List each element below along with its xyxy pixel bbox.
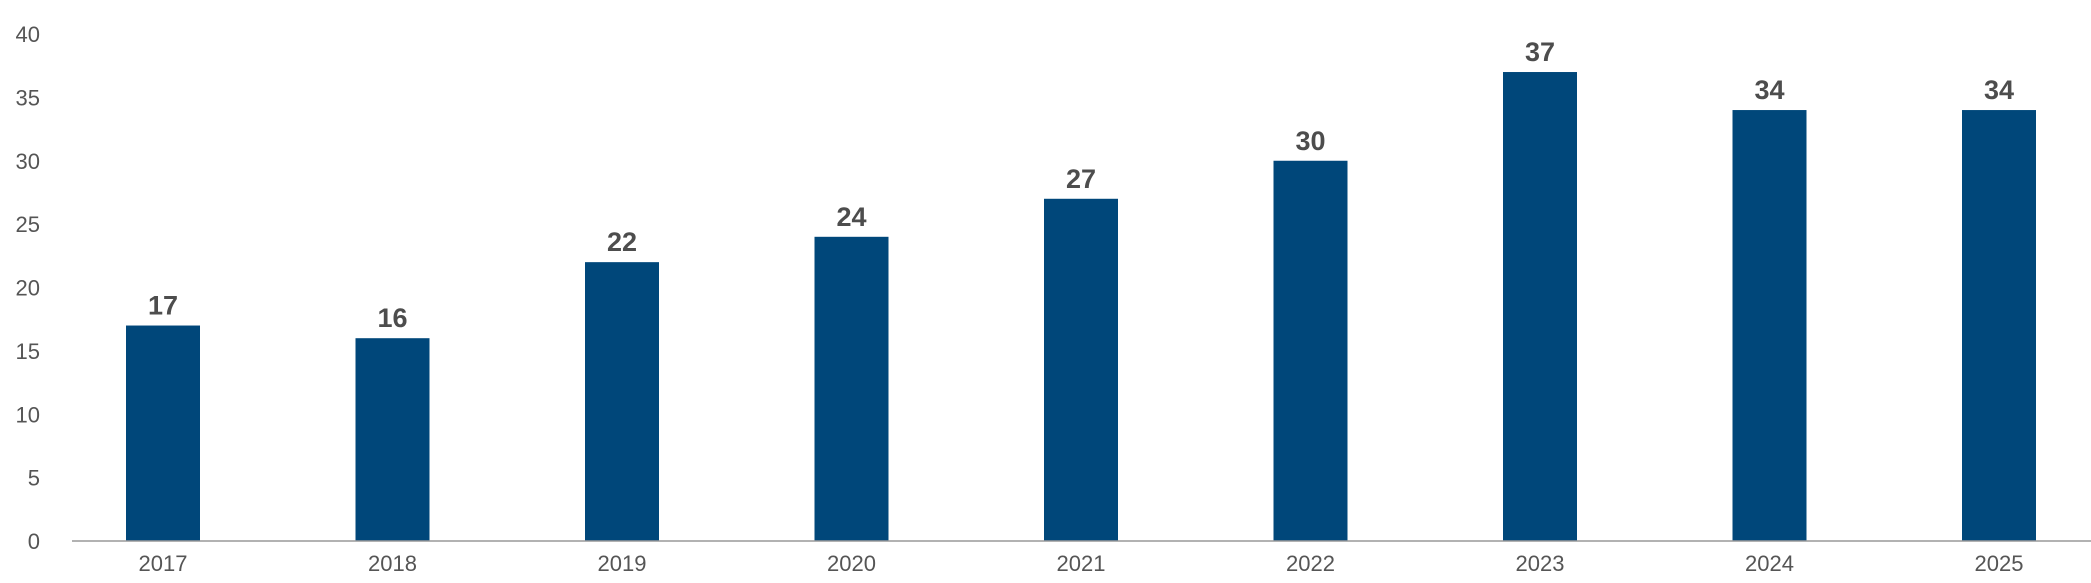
bar — [1962, 110, 2036, 542]
data-label: 17 — [148, 291, 178, 321]
y-tick-label: 15 — [16, 339, 40, 364]
x-tick-label: 2017 — [139, 551, 188, 576]
bar — [355, 338, 430, 541]
y-tick-label: 30 — [16, 149, 40, 174]
x-tick-label: 2023 — [1516, 551, 1565, 576]
x-tick-label: 2019 — [598, 551, 647, 576]
data-labels: 17 16 22 24 27 30 37 34 34 — [148, 37, 2014, 333]
bar — [1732, 110, 1807, 542]
y-tick-label: 40 — [16, 22, 40, 47]
bars — [126, 72, 2036, 542]
y-tick-label: 10 — [16, 402, 40, 427]
x-tick-label: 2018 — [368, 551, 417, 576]
x-tick-label: 2024 — [1745, 551, 1794, 576]
bar — [126, 325, 200, 541]
x-axis-labels: 2017 2018 2019 2020 2021 2022 2023 2024 2025 — [139, 551, 2024, 576]
data-label: 37 — [1525, 37, 1555, 67]
data-label: 24 — [836, 202, 866, 232]
data-label: 27 — [1066, 164, 1096, 194]
data-label: 30 — [1295, 126, 1325, 156]
y-tick-label: 20 — [16, 276, 40, 301]
y-tick-label: 25 — [16, 212, 40, 237]
bar — [1503, 72, 1577, 542]
bar — [1273, 160, 1348, 541]
x-tick-label: 2025 — [1975, 551, 2024, 576]
bar — [814, 236, 889, 542]
bar — [1044, 198, 1118, 541]
y-tick-label: 0 — [28, 529, 40, 554]
x-tick-label: 2020 — [827, 551, 876, 576]
data-label: 16 — [377, 303, 407, 333]
data-label: 34 — [1754, 75, 1784, 105]
y-tick-label: 5 — [28, 466, 40, 491]
data-label: 34 — [1984, 75, 2014, 105]
data-label: 22 — [607, 227, 637, 257]
bar — [585, 262, 659, 541]
y-axis-labels: 0 5 10 15 20 25 30 35 40 — [16, 22, 40, 554]
x-tick-label: 2021 — [1057, 551, 1106, 576]
y-tick-label: 35 — [16, 85, 40, 110]
x-tick-label: 2022 — [1286, 551, 1335, 576]
